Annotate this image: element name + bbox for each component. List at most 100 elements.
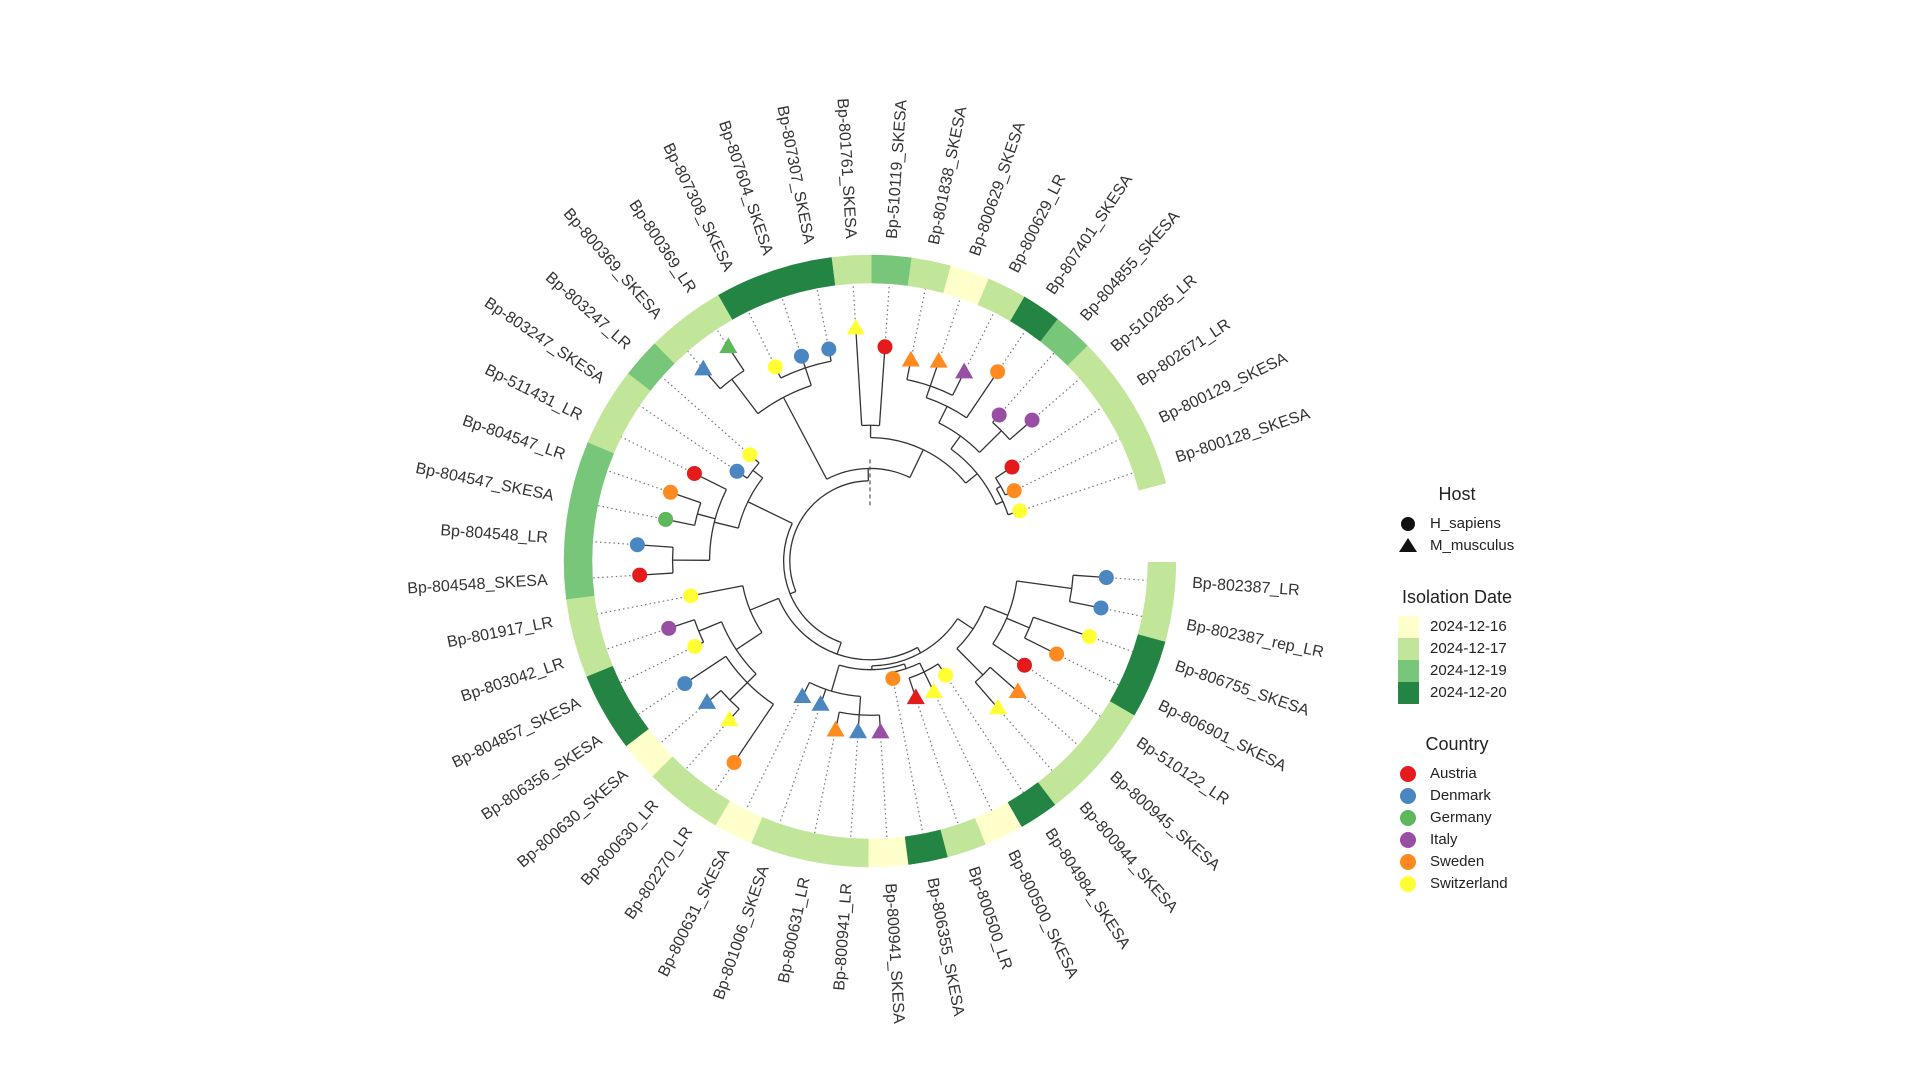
branch — [990, 667, 1018, 692]
legend-label: Switzerland — [1430, 875, 1508, 892]
tip-marker — [990, 364, 1005, 379]
date-ring-segment — [869, 837, 909, 867]
branch — [958, 619, 973, 629]
tip-marker — [742, 447, 757, 462]
date-ring-segment — [792, 257, 835, 292]
tip-marker — [1005, 460, 1020, 475]
legend-label: 2024-12-20 — [1430, 684, 1507, 701]
tip-leader — [606, 628, 668, 649]
legend-label: 2024-12-16 — [1430, 618, 1507, 635]
branch — [783, 397, 826, 479]
tip-label: Bp-511431_LR — [482, 362, 585, 425]
date-ring-segment — [1138, 598, 1173, 641]
branch — [697, 514, 715, 519]
tip-label: Bp-800500_LR — [965, 865, 1015, 972]
tip-marker — [849, 723, 867, 739]
tip-leader — [638, 684, 685, 715]
legend-key — [1398, 682, 1419, 704]
tip-marker — [630, 537, 645, 552]
tip-leader — [1018, 692, 1078, 745]
date-ring-segment — [829, 836, 869, 867]
tip-marker — [1082, 629, 1097, 644]
branch — [1017, 581, 1072, 588]
branch — [957, 649, 983, 675]
tip-marker — [687, 466, 702, 481]
tip-marker — [925, 682, 943, 698]
tip-leader — [934, 692, 992, 811]
tip-leader — [748, 311, 775, 367]
tip-leader — [1014, 439, 1120, 491]
tip-marker — [847, 319, 865, 335]
branch — [747, 674, 756, 683]
tip-label: Bp-801838_SKESA — [926, 105, 971, 246]
legend-label: Denmark — [1430, 787, 1491, 804]
branch — [985, 606, 1008, 615]
legend-key — [1400, 832, 1416, 848]
tip-marker — [1049, 647, 1064, 662]
legend-key — [1401, 517, 1415, 531]
tip-leader — [662, 377, 750, 455]
tip-marker — [1099, 570, 1114, 585]
tip-label: Bp-800629_SKESA — [967, 120, 1029, 259]
tip-marker — [687, 639, 702, 654]
tip-label: Bp-800631_LR — [776, 876, 814, 985]
date-ring-segment — [905, 830, 948, 865]
tip-label: Bp-801006_SKESA — [711, 863, 773, 1002]
legend-key — [1400, 766, 1416, 782]
legend-key — [1400, 810, 1416, 826]
legend-key — [1400, 876, 1416, 892]
tip-leader — [597, 596, 691, 614]
branch — [926, 386, 930, 398]
legend-title: Country — [1425, 734, 1488, 754]
tip-leader — [598, 506, 666, 520]
tip-label: Bp-800128_SKESA — [1174, 405, 1313, 466]
tip-marker — [663, 485, 678, 500]
date-ring-segment — [790, 829, 833, 864]
branch — [980, 431, 1002, 453]
tip-marker — [1012, 503, 1027, 518]
tip-leader — [815, 730, 836, 833]
branch — [966, 474, 977, 483]
branch — [736, 633, 762, 650]
tip-label: Bp-801761_SKESA — [833, 98, 859, 240]
tip-marker — [1007, 483, 1022, 498]
tip-marker — [827, 721, 845, 737]
tip-leader — [998, 708, 1052, 771]
tip-label: Bp-804548_SKESA — [407, 572, 549, 598]
tip-leader — [779, 705, 820, 824]
tip-marker — [821, 342, 836, 357]
date-ring-segment — [1145, 562, 1176, 602]
tip-marker — [938, 668, 953, 683]
legend-key — [1398, 616, 1419, 638]
tip-leader — [999, 353, 1054, 415]
tip-leader — [964, 312, 994, 372]
branch — [975, 682, 998, 708]
tip-label: Bp-807604_SKESA — [715, 119, 776, 258]
branch — [904, 664, 906, 669]
tip-marker — [658, 512, 673, 527]
tip-label: Bp-804548_LR — [440, 522, 549, 546]
tip-marker — [768, 359, 783, 374]
branch — [691, 586, 743, 596]
branch — [714, 522, 738, 528]
branch — [748, 502, 792, 524]
date-ring-segment — [907, 258, 950, 293]
tip-marker — [930, 352, 948, 368]
tip-label: Bp-803042_LR — [459, 655, 566, 705]
tip-marker — [1017, 658, 1032, 673]
tip-leader — [607, 470, 670, 492]
tip-leader — [1057, 654, 1119, 685]
tip-marker — [730, 464, 745, 479]
tip-leader — [1024, 665, 1100, 716]
tip-marker — [661, 621, 676, 636]
branch-arc — [779, 598, 918, 659]
branch-arc — [790, 481, 869, 592]
date-ring-segment — [566, 596, 601, 639]
branch — [734, 704, 773, 762]
legend-key — [1398, 638, 1419, 660]
tip-leader — [885, 284, 889, 347]
date-ring-segment — [564, 560, 594, 600]
branch — [750, 598, 779, 610]
tip-label: Bp-806355_SKESA — [924, 876, 968, 1018]
